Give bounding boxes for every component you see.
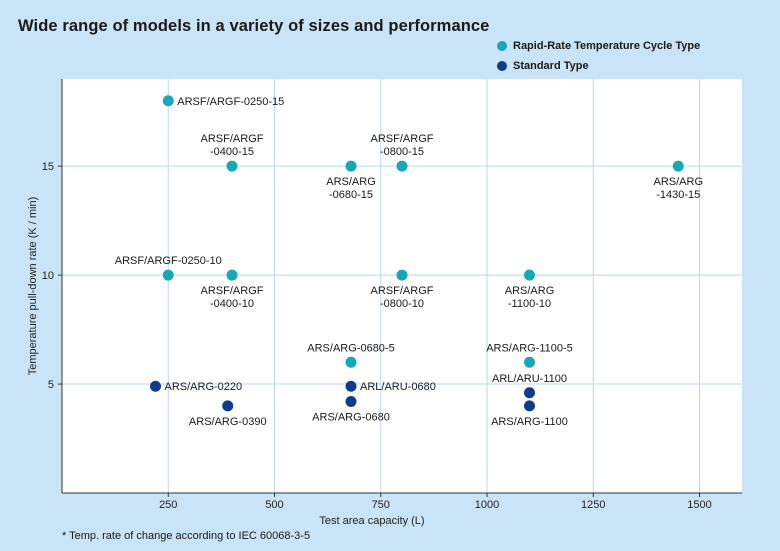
data-label: ARS/ARG-0680 [312,411,390,423]
data-point [396,269,408,281]
data-point [226,160,238,172]
data-label: ARSF/ARGF -0800-10 [371,285,434,310]
x-tick-label: 250 [159,499,177,511]
y-tick-label: 5 [48,379,54,391]
x-tick-label: 1500 [687,499,711,511]
data-label: ARSF/ARGF-0250-15 [177,96,284,108]
data-point [345,380,357,392]
data-point [672,160,684,172]
data-point [524,356,535,368]
data-point [524,400,535,412]
chart-title: Wide range of models in a variety of siz… [18,17,490,35]
data-point [524,387,535,399]
data-label: ARS/ARG-0680-5 [307,342,394,354]
data-point [226,269,238,281]
y-tick-label: 15 [42,161,54,173]
footnote: * Temp. rate of change according to IEC … [62,530,311,542]
data-point [162,95,174,107]
y-axis-label: Temperature pull-down rate (K / min) [27,197,39,376]
legend-marker-standard [497,61,507,71]
data-label: ARS/ARG-1100-5 [486,342,573,354]
legend-label-standard: Standard Type [513,60,589,72]
data-label: ARS/ARG-0220 [165,381,243,393]
x-tick-label: 1000 [475,499,499,511]
legend: Rapid-Rate Temperature Cycle Type Standa… [497,36,700,76]
data-label: ARS/ARG -0680-15 [326,176,376,201]
data-label: ARS/ARG -1100-10 [505,285,555,310]
data-point [524,269,535,281]
data-label: ARSF/ARGF -0400-10 [201,285,264,310]
data-label: ARSF/ARGF -0400-15 [201,133,264,158]
y-tick-label: 10 [42,270,54,282]
data-point [162,269,174,281]
data-point [345,356,357,368]
data-label: ARS/ARG-1100 [491,416,568,428]
data-point [150,380,161,392]
data-label: ARS/ARG-0390 [189,416,267,428]
data-point [345,395,357,407]
legend-item-standard: Standard Type [497,56,700,76]
data-label: ARL/ARU-1100 [492,373,567,385]
legend-label-rapid: Rapid-Rate Temperature Cycle Type [513,40,701,52]
legend-item-rapid: Rapid-Rate Temperature Cycle Type [497,36,700,56]
x-tick-label: 750 [372,499,390,511]
x-tick-label: 500 [265,499,283,511]
x-tick-label: 1250 [581,499,605,511]
data-label: ARSF/ARGF-0250-10 [115,255,222,267]
data-point [396,160,408,172]
data-label: ARSF/ARGF -0800-15 [371,133,434,158]
data-point [222,400,234,412]
data-point [345,160,357,172]
legend-marker-rapid [497,41,507,51]
x-axis-label: Test area capacity (L) [319,515,424,527]
plot-area [62,79,742,493]
data-label: ARL/ARU-0680 [360,381,436,393]
data-label: ARS/ARG -1430-15 [653,176,703,201]
